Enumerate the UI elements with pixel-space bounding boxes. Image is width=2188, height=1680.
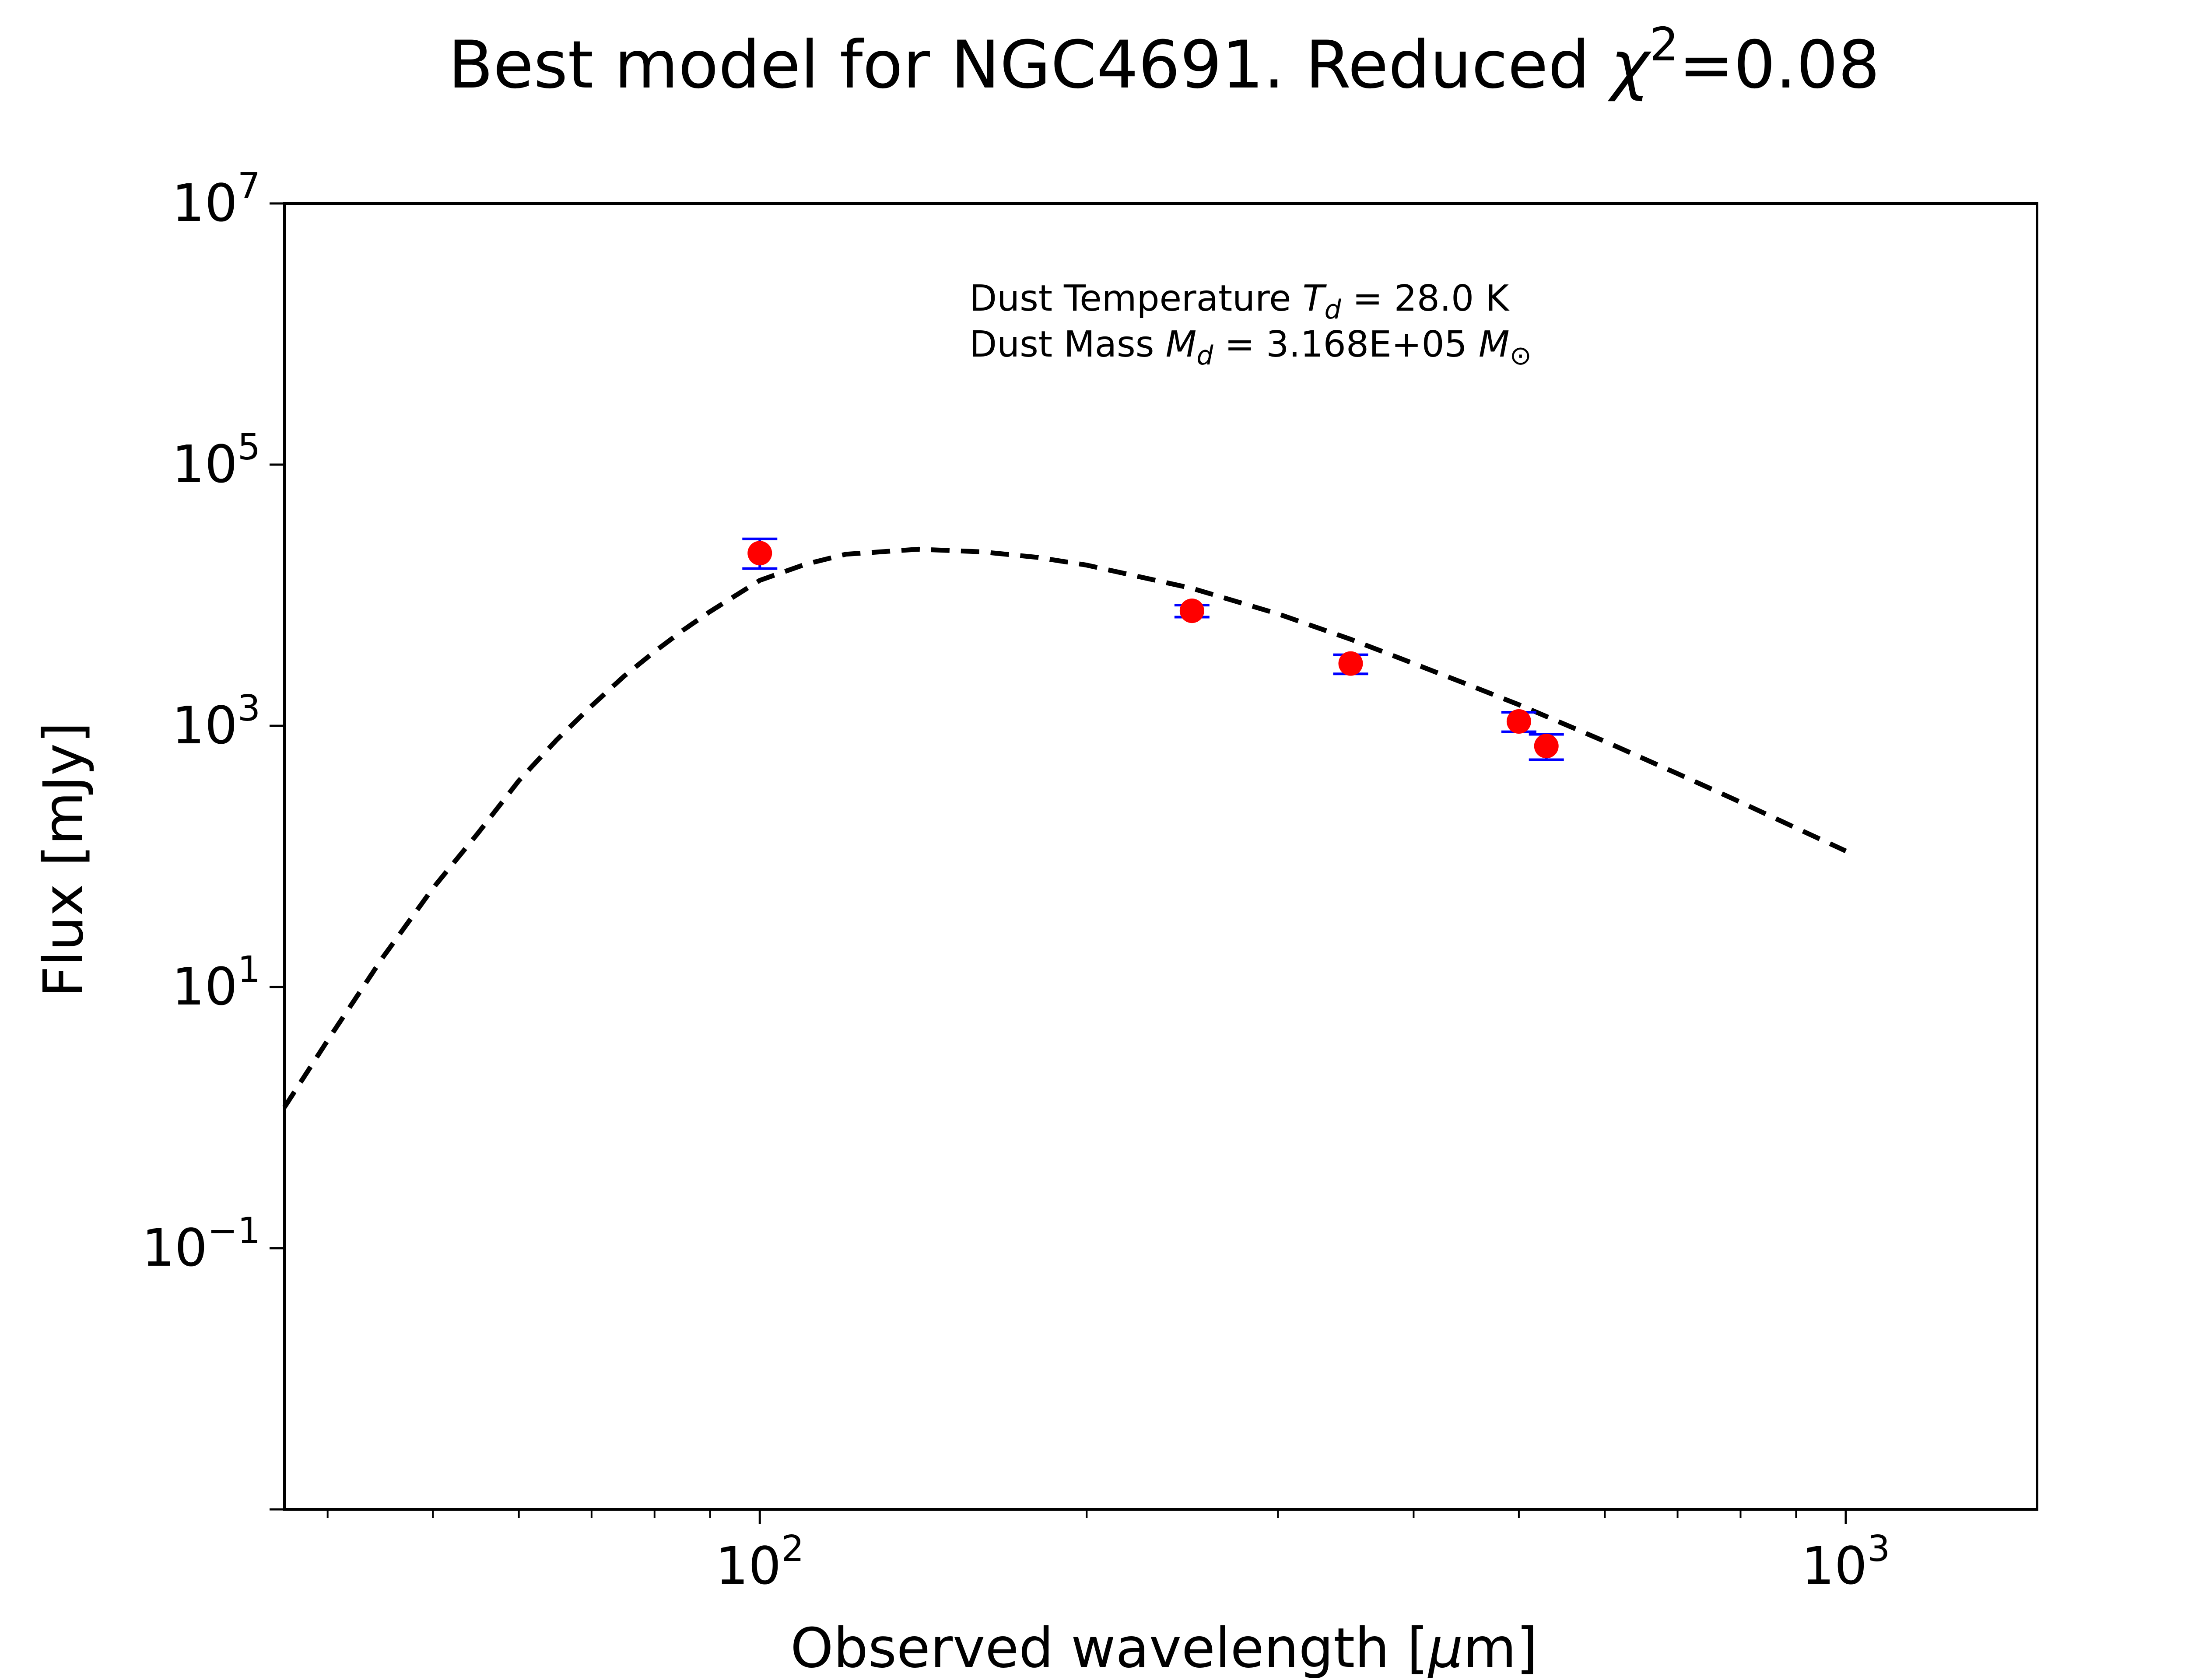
annotation-1-sub: d (1325, 294, 1342, 325)
annotation-1-suffix: = 28.0 K (1341, 278, 1510, 319)
data-point (1179, 598, 1204, 623)
x-tick-label-exponent: 3 (1867, 1528, 1890, 1570)
x-tick-label: 103 (1802, 1528, 1890, 1596)
y-tick-label-exponent: 3 (238, 688, 260, 729)
y-tick-label-base: 10 (172, 695, 238, 756)
plot-frame (283, 202, 2038, 1511)
y-tick-label-exponent: 7 (238, 165, 260, 207)
y-tick-label: 10−1 (142, 1210, 260, 1278)
y-tick-label: 101 (172, 949, 260, 1017)
annotation-2-sub: d (1196, 340, 1213, 371)
annotation-1-symbol: T (1303, 278, 1327, 319)
annotation-2-sub2: ⊙ (1510, 340, 1532, 371)
data-point (747, 541, 772, 566)
model-curve (282, 546, 1847, 1109)
x-axis-label-prefix: Observed wavelength [ (790, 1617, 1428, 1680)
x-axis-label: Observed wavelength [μm] (790, 1617, 1538, 1680)
y-tick-label-exponent: 5 (238, 427, 260, 468)
x-tick-label-base: 10 (715, 1536, 781, 1596)
x-axis-label-suffix: m] (1463, 1617, 1538, 1680)
data-point (1338, 651, 1363, 676)
y-tick-label-base: 10 (142, 1218, 207, 1278)
y-tick-label-base: 10 (172, 173, 238, 233)
x-tick-label-exponent: 2 (781, 1528, 804, 1570)
y-tick-label-base: 10 (172, 956, 238, 1017)
y-tick-label: 107 (172, 165, 260, 233)
annotation-line-2: Dust Mass Md = 3.168E+05 M⊙ (969, 324, 1532, 371)
annotation-2-prefix: Dust Mass (969, 324, 1166, 365)
y-tick-label: 105 (172, 427, 260, 494)
chart-title-symbol: χ (1608, 27, 1652, 103)
annotation-1-prefix: Dust Temperature (969, 278, 1303, 319)
annotation-2-middle: = 3.168E+05 (1213, 324, 1479, 365)
y-axis-label: Flux [mJy] (32, 722, 95, 998)
chart-title: Best model for NGC4691. Reduced χ2=0.08 (448, 18, 1880, 103)
x-axis-label-symbol: μ (1427, 1617, 1463, 1680)
chart-title-superscript: 2 (1649, 18, 1679, 71)
data-point (1506, 709, 1531, 734)
data-point (1534, 734, 1559, 759)
y-tick-label-exponent: 1 (238, 949, 260, 990)
annotation-line-1: Dust Temperature Td = 28.0 K (969, 278, 1510, 325)
y-tick-label: 103 (172, 688, 260, 756)
y-tick-label-exponent: −1 (207, 1210, 260, 1252)
chart-title-suffix: =0.08 (1679, 27, 1880, 103)
chart-title-prefix: Best model for NGC4691. Reduced (448, 27, 1611, 103)
annotation-2-symbol: M (1166, 324, 1197, 365)
y-tick-label-base: 10 (172, 434, 238, 494)
annotation-2-symbol2: M (1479, 324, 1510, 365)
x-tick-label-base: 10 (1802, 1536, 1867, 1596)
x-tick-label: 102 (715, 1528, 804, 1596)
